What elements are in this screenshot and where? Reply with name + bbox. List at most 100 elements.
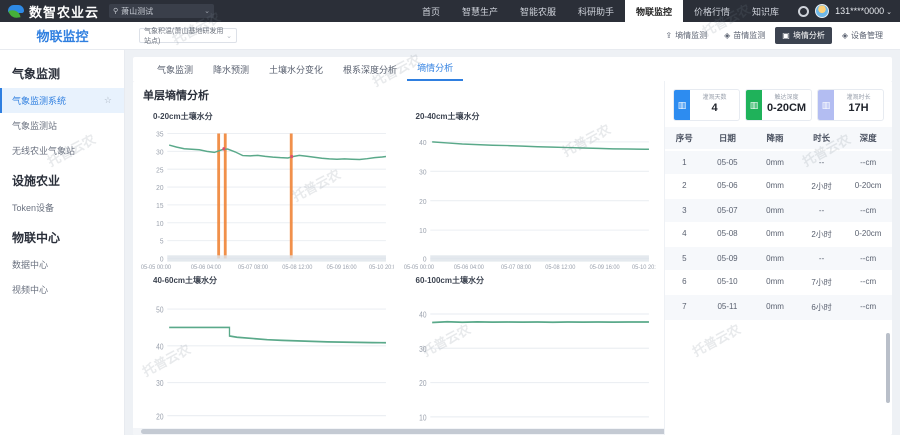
chevron-down-icon: ⌄	[886, 9, 892, 16]
tab-weather-monitoring[interactable]: 气象监测	[157, 65, 194, 75]
svg-text:10: 10	[419, 413, 426, 423]
svg-text:30: 30	[419, 169, 426, 176]
site-select[interactable]: ⚲ 萧山测试 ⌄	[109, 4, 215, 18]
chart-20-40cm[interactable]: 20-40cm土壤水分 40 30 20 10 0	[400, 107, 663, 271]
column-header-depth: 深度	[859, 133, 877, 143]
site-select-value: 萧山测试	[121, 6, 154, 16]
xtick-label: 05-06 04:00	[191, 265, 222, 270]
star-icon[interactable]: ☆	[103, 95, 112, 105]
stat-label: 灌溉时长	[846, 95, 871, 102]
xtick-label: 05-08 12:00	[545, 265, 576, 270]
cell-depth: 0-20cm	[854, 181, 882, 190]
table-row[interactable]: 4 05-08 0mm 2小时 0-20cm	[665, 222, 892, 247]
svg-text:5: 5	[160, 238, 164, 245]
tab-soil-moisture-analysis[interactable]: 墒情分析	[407, 61, 464, 81]
cell-duration: --	[818, 206, 825, 215]
svg-text:10: 10	[419, 228, 426, 235]
station-select-value: 气象积温(萧山基地研发用站点)	[144, 27, 224, 45]
sidebar-item-video-center[interactable]: 视频中心	[0, 277, 124, 302]
cell-index: 6	[682, 277, 687, 286]
svg-text:30: 30	[419, 344, 426, 354]
nav-item-research-assistant[interactable]: 科研助手	[578, 6, 615, 17]
brand-logo[interactable]: 数智农业云	[0, 2, 99, 21]
station-select[interactable]: 气象积温(萧山基地研发用站点) ⌄	[139, 27, 237, 45]
stat-cards: ▥ 灌溉天数 4 ▥ 触达深度 0-20CM ▥	[665, 81, 892, 127]
tab-rainfall-forecast[interactable]: 降水预测	[213, 65, 250, 75]
sidebar-group-iot-center: 物联中心	[12, 231, 61, 245]
cell-depth: 0-20cm	[854, 229, 882, 238]
sidebar-item-label: Token设备	[12, 203, 55, 213]
svg-text:40: 40	[419, 310, 426, 320]
table-row[interactable]: 7 05-11 0mm 6小时 --cm	[665, 295, 892, 320]
xtick-label: 05-09 16:00	[327, 265, 358, 270]
cell-index: 1	[682, 158, 687, 167]
tab-root-depth-analysis[interactable]: 根系深度分析	[343, 65, 398, 75]
top-bar: 数智农业云 ⚲ 萧山测试 ⌄ 首页 智慧生产 智能农服 科研助手 物联监控 价格…	[0, 0, 900, 22]
sidebar-item-token-device[interactable]: Token设备	[0, 195, 124, 220]
chart-40-60cm[interactable]: 40-60cm土壤水分 50 40 30 20	[137, 271, 400, 435]
sidebar-item-label: 无线农业气象站	[12, 146, 76, 156]
cell-depth: --cm	[860, 302, 877, 311]
table-header: 序号 日期 降雨 时长 深度	[665, 127, 892, 149]
cell-rainfall: 0mm	[766, 229, 784, 238]
action-soil-moisture-monitor[interactable]: ⇪ 墒情监测	[658, 27, 715, 44]
svg-text:0: 0	[422, 256, 426, 263]
table-row[interactable]: 2 05-06 0mm 2小时 0-20cm	[665, 174, 892, 199]
main-nav: 首页 智慧生产 智能农服 科研助手 物联监控 价格行情 知识库	[411, 0, 790, 22]
sidebar-item-weather-system[interactable]: 气象监测系统 ☆	[0, 88, 124, 113]
svg-text:30: 30	[156, 149, 163, 156]
svg-text:15: 15	[156, 203, 163, 210]
svg-text:50: 50	[156, 305, 163, 315]
svg-text:20: 20	[419, 378, 426, 388]
cell-date: 05-09	[717, 254, 738, 263]
sidebar-item-wireless-agri-station[interactable]: 无线农业气象站	[0, 138, 124, 163]
stat-card-irrigation-days: ▥ 灌溉天数 4	[673, 89, 740, 121]
table-row[interactable]: 6 05-10 0mm 7小时 --cm	[665, 270, 892, 295]
chart-60-100cm[interactable]: 60-100cm土壤水分 40 30 20 10	[400, 271, 663, 435]
action-seedling-monitor[interactable]: ◈ 苗情监测	[717, 27, 773, 44]
table-row[interactable]: 1 05-05 0mm -- --cm	[665, 151, 892, 174]
gear-icon[interactable]	[798, 5, 810, 17]
cell-date: 05-11	[717, 302, 738, 311]
horizontal-scrollbar[interactable]	[133, 428, 801, 435]
chart-0-20cm[interactable]: 0-20cm土壤水分 35 30 25 20 15 10 5	[137, 107, 400, 271]
horizontal-scrollbar-thumb[interactable]	[141, 429, 801, 434]
nav-item-smart-production[interactable]: 智慧生产	[461, 6, 498, 17]
svg-text:20: 20	[156, 185, 163, 192]
tab-soil-moisture-change[interactable]: 土壤水分变化	[269, 65, 324, 75]
nav-item-iot-monitoring[interactable]: 物联监控	[625, 0, 684, 22]
cell-rainfall: 0mm	[766, 302, 784, 311]
analysis-panel: 单层墒情分析 0-20cm土壤水分 35 30 25	[133, 81, 892, 435]
avatar-icon[interactable]	[815, 4, 830, 18]
sidebar-item-weather-station[interactable]: 气象监测站	[0, 113, 124, 138]
table-row[interactable]: 5 05-09 0mm -- --cm	[665, 247, 892, 270]
compass-icon: ◈	[724, 31, 731, 40]
cell-depth: --cm	[860, 158, 877, 167]
nav-item-knowledge-base[interactable]: 知识库	[752, 6, 780, 17]
table-vertical-scrollbar[interactable]	[886, 333, 890, 403]
cell-rainfall: 0mm	[766, 181, 784, 190]
stats-column: ▥ 灌溉天数 4 ▥ 触达深度 0-20CM ▥	[664, 81, 892, 435]
cell-index: 2	[682, 181, 687, 190]
table-row[interactable]: 3 05-07 0mm -- --cm	[665, 199, 892, 222]
nav-item-smart-agri-service[interactable]: 智能农服	[519, 6, 556, 17]
xtick-label: 05-05 00:00	[141, 265, 172, 270]
action-label: 苗情监测	[733, 31, 766, 40]
chart-icon: ▥	[674, 90, 690, 120]
stat-value: 4	[711, 101, 718, 114]
xtick-label: 05-10 20:00	[631, 265, 656, 270]
cell-date: 05-08	[717, 229, 738, 238]
sidebar-item-data-center[interactable]: 数据中心	[0, 252, 124, 277]
account-menu[interactable]: 131****0000 ⌄	[835, 6, 892, 16]
chart-icon: ▥	[746, 90, 762, 120]
svg-text:0: 0	[160, 256, 164, 263]
action-device-management[interactable]: ◈ 设备管理	[834, 27, 890, 44]
panel-title: 单层墒情分析	[143, 90, 209, 102]
action-label: 设备管理	[851, 31, 883, 40]
action-soil-moisture-analysis[interactable]: ▣ 墒情分析	[775, 27, 832, 44]
cell-depth: --cm	[860, 277, 877, 286]
nav-item-home[interactable]: 首页	[421, 6, 440, 17]
nav-item-price-market[interactable]: 价格行情	[694, 6, 731, 17]
cell-depth: --cm	[860, 206, 877, 215]
sidebar: 气象监测 气象监测系统 ☆ 气象监测站 无线农业气象站 设施农业 Token设备…	[0, 50, 125, 435]
